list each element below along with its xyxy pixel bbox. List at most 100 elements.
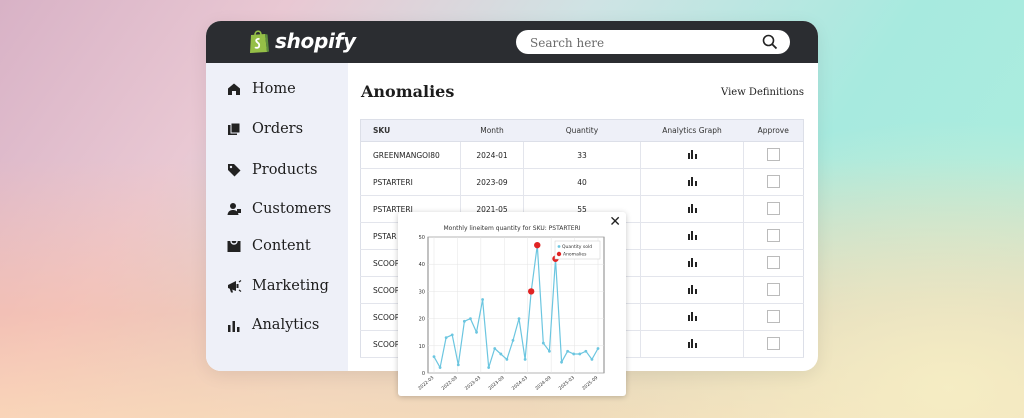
quantity-cell: 40: [523, 168, 641, 196]
analytics-graph-cell: [640, 303, 744, 331]
approve-checkbox[interactable]: [767, 309, 780, 323]
tag-icon: [226, 162, 242, 178]
x-tick-label: 2025-09: [581, 375, 599, 392]
x-tick-label: 2022-03: [417, 375, 435, 392]
sku-cell: PSTARTERI: [360, 168, 461, 196]
approve-cell: [743, 303, 804, 331]
approve-cell: [743, 276, 804, 304]
column-header-sku[interactable]: SKU: [360, 119, 461, 142]
approve-checkbox[interactable]: [767, 174, 780, 188]
approve-checkbox[interactable]: [767, 255, 780, 269]
month-cell: 2023-09: [460, 168, 524, 196]
line-chart: 0 10 20 30 40 50 2022-03 2022-09 2023-03 2023-09 2…: [417, 235, 605, 392]
megaphone-icon: [226, 278, 242, 294]
approve-checkbox[interactable]: [767, 282, 780, 296]
table-row: GREENMANGOI80 2024-01 33: [360, 141, 804, 169]
analytics-graph-icon[interactable]: [687, 257, 697, 267]
chart-title: Monthly lineitem quantity for SKU: PSTAR…: [443, 225, 581, 232]
sidebar: Home Orders Products Customers Content: [206, 63, 348, 371]
view-definitions-link[interactable]: View Definitions: [721, 87, 804, 98]
sku-cell: GREENMANGOI80: [360, 141, 461, 169]
data-point: [511, 338, 515, 342]
x-tick-label: 2024-09: [534, 375, 552, 392]
chart-popup: ✕ Monthly lineitem quantity for SKU: PST…: [398, 212, 626, 396]
analytics-graph-icon[interactable]: [687, 338, 697, 348]
x-tick-label: 2024-03: [511, 375, 529, 392]
data-point: [541, 341, 545, 345]
data-point: [450, 333, 454, 337]
approve-cell: [743, 168, 804, 196]
sidebar-item-label: Marketing: [252, 278, 329, 294]
x-tick-label: 2023-09: [487, 375, 505, 392]
data-point: [475, 330, 478, 334]
data-point: [548, 349, 551, 353]
data-point: [505, 358, 509, 361]
approve-checkbox[interactable]: [767, 228, 780, 242]
sidebar-item-label: Orders: [252, 121, 304, 137]
search-icon[interactable]: [762, 34, 778, 50]
data-point: [499, 352, 503, 356]
analytics-graph-cell: [640, 141, 744, 169]
sidebar-item-analytics[interactable]: Analytics: [226, 317, 319, 333]
approve-checkbox[interactable]: [767, 201, 780, 215]
data-point: [456, 363, 460, 367]
x-tick-label: 2023-03: [464, 375, 482, 392]
analytics-graph-icon[interactable]: [687, 203, 697, 213]
sidebar-item-customers[interactable]: Customers: [226, 201, 331, 217]
analytics-graph-icon[interactable]: [687, 149, 697, 159]
shopify-logo[interactable]: shopify: [248, 28, 356, 54]
sidebar-item-label: Products: [252, 162, 318, 178]
y-tick-label: 10: [419, 344, 425, 350]
quantity-cell: 33: [523, 141, 641, 169]
anomaly-point: [527, 288, 535, 295]
sidebar-item-products[interactable]: Products: [226, 162, 317, 178]
anomaly-point: [534, 241, 541, 249]
data-point: [444, 336, 448, 340]
close-icon[interactable]: ✕: [609, 214, 621, 230]
data-point: [438, 366, 442, 369]
data-point: [487, 366, 491, 369]
analytics-graph-cell: [640, 276, 744, 304]
page-title: Anomalies: [361, 82, 455, 101]
data-point: [584, 349, 588, 353]
table-row: PSTARTERI 2023-09 40: [360, 168, 804, 196]
data-point: [493, 347, 497, 350]
data-point: [590, 358, 594, 361]
analytics-graph-icon[interactable]: [687, 230, 697, 240]
y-tick-label: 30: [419, 289, 425, 295]
sidebar-item-marketing[interactable]: Marketing: [226, 278, 329, 294]
search-input[interactable]: [528, 32, 752, 54]
column-header-analytics-graph[interactable]: Analytics Graph: [640, 119, 744, 142]
approve-checkbox[interactable]: [767, 147, 780, 161]
data-point: [432, 355, 436, 359]
data-point: [578, 352, 582, 356]
data-point: [517, 317, 521, 320]
analytics-graph-cell: [640, 168, 744, 196]
approve-cell: [743, 195, 804, 223]
sidebar-item-content[interactable]: Content: [226, 238, 311, 254]
search-bar[interactable]: [516, 30, 790, 54]
y-tick-label: 50: [419, 235, 425, 241]
approve-cell: [743, 249, 804, 277]
quantity-sold-line: [433, 245, 599, 370]
data-point: [560, 360, 563, 364]
analytics-graph-icon[interactable]: [687, 284, 697, 294]
x-tick-label: 2025-03: [558, 375, 576, 392]
content-icon: [226, 238, 242, 254]
analytics-graph-icon[interactable]: [687, 176, 697, 186]
approve-checkbox[interactable]: [767, 336, 780, 350]
column-header-month[interactable]: Month: [460, 119, 524, 142]
sidebar-item-orders[interactable]: Orders: [226, 121, 303, 137]
analytics-graph-cell: [640, 330, 744, 358]
column-header-approve[interactable]: Approve: [743, 119, 804, 142]
analytics-graph-cell: [640, 249, 744, 277]
y-tick-label: 40: [419, 262, 425, 268]
top-bar: shopify: [206, 21, 818, 63]
data-point: [481, 298, 484, 301]
sidebar-item-home[interactable]: Home: [226, 81, 296, 97]
analytics-graph-icon[interactable]: [687, 311, 697, 321]
data-point: [572, 352, 576, 356]
month-cell: 2024-01: [460, 141, 524, 169]
customers-icon: [226, 201, 242, 217]
column-header-quantity[interactable]: Quantity: [523, 119, 641, 142]
